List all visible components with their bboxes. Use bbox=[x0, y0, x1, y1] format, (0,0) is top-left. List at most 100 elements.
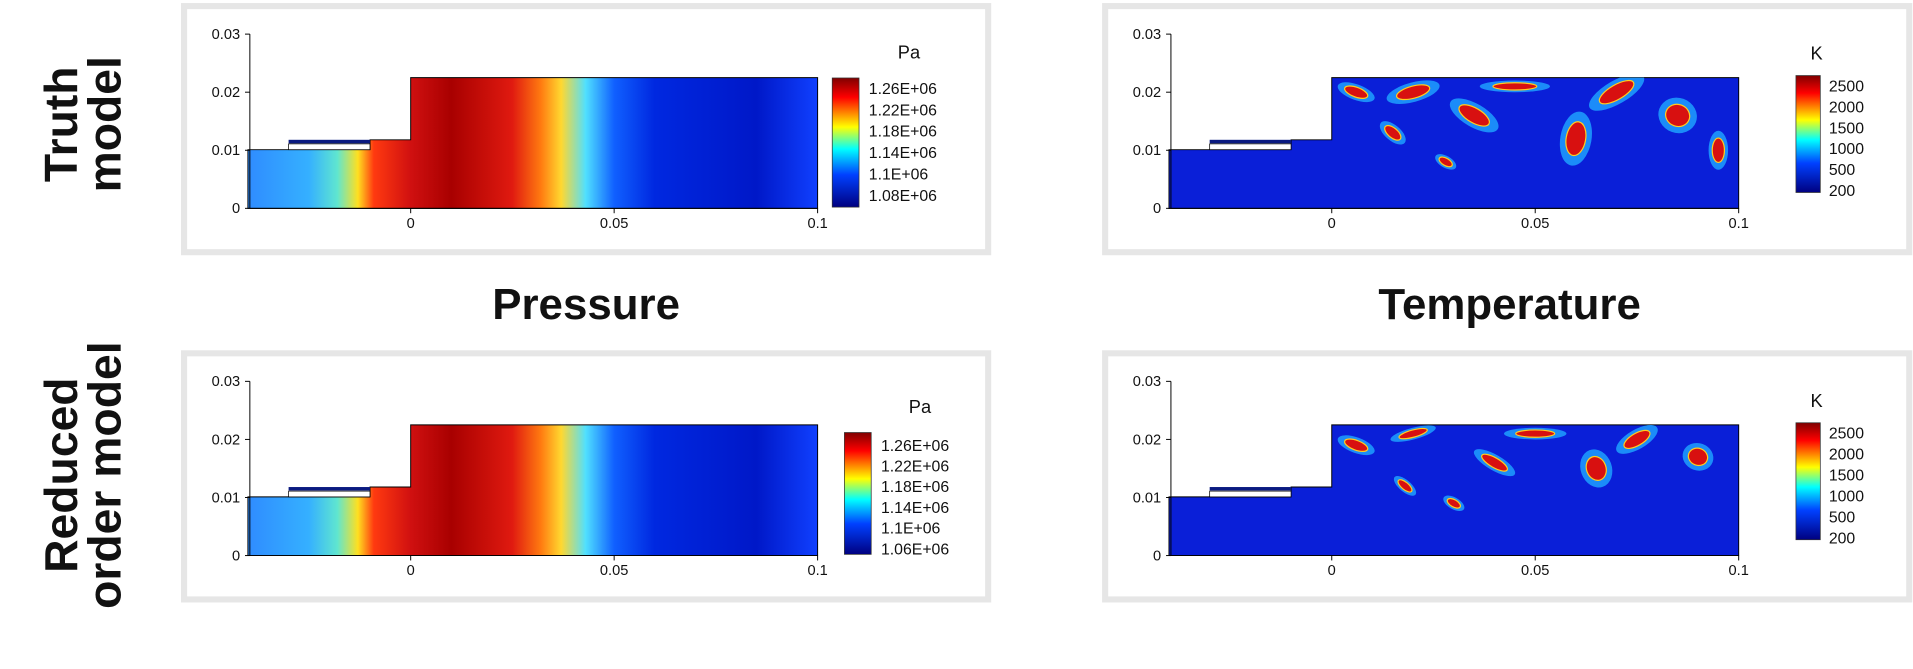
plume bbox=[1585, 455, 1607, 481]
x-tick-label: 0.05 bbox=[600, 216, 628, 232]
y-tick-label: 0 bbox=[232, 201, 240, 217]
colorbar-label: 2000 bbox=[1829, 99, 1864, 116]
plume bbox=[1711, 137, 1726, 164]
y-tick-label: 0 bbox=[232, 548, 240, 564]
colorbar-label: 1.18E+06 bbox=[869, 124, 937, 141]
y-tick-label: 0 bbox=[1153, 201, 1161, 217]
colorbar-label: 1.18E+06 bbox=[881, 479, 949, 496]
plume bbox=[1598, 79, 1635, 105]
plume bbox=[1438, 156, 1453, 168]
injector bbox=[1209, 139, 1292, 144]
y-tick-label: 0.02 bbox=[1133, 432, 1161, 448]
y-tick-label: 0.01 bbox=[212, 490, 240, 506]
x-tick-label: 0.1 bbox=[1729, 563, 1749, 579]
colorbar-label: 200 bbox=[1829, 530, 1856, 547]
colorbar-label: 2000 bbox=[1829, 447, 1864, 464]
plume-group bbox=[1337, 77, 1729, 170]
colorbar-label: 1.1E+06 bbox=[869, 167, 929, 184]
x-tick-label: 0.05 bbox=[600, 563, 628, 579]
plume bbox=[1343, 85, 1369, 99]
y-tick-label: 0.03 bbox=[1133, 374, 1161, 390]
row-label-line: Reduced bbox=[35, 377, 87, 572]
injector-gap bbox=[1209, 143, 1292, 151]
row-label-line: Truth bbox=[35, 66, 87, 182]
y-tick-label: 0.01 bbox=[212, 143, 240, 159]
injector bbox=[1209, 487, 1292, 491]
colorbar-unit: Pa bbox=[898, 41, 921, 62]
colorbar-label: 1.22E+06 bbox=[869, 102, 937, 119]
plume bbox=[1623, 429, 1651, 450]
plume bbox=[1384, 124, 1402, 141]
colorbar-label: 500 bbox=[1829, 162, 1856, 179]
colorbar-label: 1.26E+06 bbox=[869, 81, 937, 98]
x-tick-label: 0.1 bbox=[807, 216, 827, 232]
plume bbox=[1515, 429, 1556, 438]
x-tick-label: 0.1 bbox=[807, 563, 827, 579]
colorbar-label: 1.06E+06 bbox=[881, 541, 949, 558]
y-tick-label: 0.02 bbox=[1133, 85, 1161, 101]
x-tick-label: 0 bbox=[407, 216, 415, 232]
plume bbox=[1664, 103, 1691, 128]
y-tick-label: 0 bbox=[1153, 548, 1161, 564]
injector bbox=[288, 139, 370, 144]
colorbar-label: 1.14E+06 bbox=[881, 500, 949, 517]
panel: 0 0.01 0.02 0.03 0 0.05 0.1 K 2500 2000 1500 1000 50… bbox=[1102, 3, 1913, 256]
y-tick-label: 0.03 bbox=[1133, 27, 1161, 43]
y-tick-label: 0.01 bbox=[1133, 143, 1161, 159]
x-tick-label: 0.05 bbox=[1521, 563, 1549, 579]
colorbar-label: 2500 bbox=[1829, 426, 1864, 443]
panel: 0 0.01 0.02 0.03 0 0.05 0.1 Pa 1.26E+06 1.22E+06 1… bbox=[181, 350, 992, 603]
y-tick-label: 0.02 bbox=[212, 432, 240, 448]
x-tick-label: 0.05 bbox=[1521, 216, 1549, 232]
colorbar-label: 200 bbox=[1829, 183, 1856, 200]
row-label: Truth model bbox=[35, 56, 131, 192]
x-tick-label: 0.1 bbox=[1729, 216, 1749, 232]
colorbar bbox=[1795, 422, 1821, 541]
y-tick-label: 0.03 bbox=[212, 374, 240, 390]
column-title: Temperature bbox=[1378, 280, 1640, 329]
colorbar-label: 1.08E+06 bbox=[869, 188, 937, 205]
injector-gap bbox=[1209, 490, 1292, 498]
row-label: Reduced order model bbox=[35, 341, 131, 608]
plume bbox=[1481, 453, 1509, 472]
colorbar-unit: K bbox=[1811, 390, 1823, 411]
plume bbox=[1395, 84, 1431, 101]
x-tick-label: 0 bbox=[1328, 216, 1336, 232]
plume bbox=[1343, 438, 1369, 453]
row-label-line: model bbox=[79, 56, 131, 192]
plume-group bbox=[1337, 424, 1714, 512]
x-tick-label: 0 bbox=[1328, 563, 1336, 579]
colorbar-unit: K bbox=[1811, 43, 1823, 64]
x-tick-label: 0 bbox=[407, 563, 415, 579]
plume bbox=[1565, 121, 1587, 157]
column-title: Pressure bbox=[492, 280, 680, 329]
colorbar-label: 1000 bbox=[1829, 141, 1864, 158]
colorbar-label: 1.26E+06 bbox=[881, 438, 949, 455]
colorbar-label: 1.22E+06 bbox=[881, 459, 949, 476]
colorbar-label: 1.14E+06 bbox=[869, 145, 937, 162]
plume bbox=[1458, 104, 1491, 127]
plume bbox=[1492, 82, 1538, 91]
colorbar bbox=[1795, 75, 1821, 193]
plume bbox=[1687, 447, 1709, 467]
colorbar bbox=[844, 432, 872, 555]
plume bbox=[1397, 479, 1413, 493]
y-tick-label: 0.02 bbox=[212, 85, 240, 101]
colorbar-label: 1000 bbox=[1829, 488, 1864, 505]
injector-gap bbox=[288, 490, 371, 498]
colorbar-label: 500 bbox=[1829, 509, 1856, 526]
plume bbox=[1398, 427, 1428, 440]
injector-gap bbox=[288, 143, 371, 151]
row-label-line: order model bbox=[79, 341, 131, 608]
y-tick-label: 0.01 bbox=[1133, 490, 1161, 506]
colorbar-unit: Pa bbox=[909, 396, 932, 417]
plume bbox=[1446, 497, 1462, 509]
y-tick-label: 0.03 bbox=[212, 27, 240, 43]
panel: 0 0.01 0.02 0.03 0 0.05 0.1 Pa 1.26E+06 1.22E+06 1… bbox=[181, 3, 992, 256]
colorbar-label: 1500 bbox=[1829, 468, 1864, 485]
colorbar bbox=[831, 77, 860, 208]
colorbar-label: 1500 bbox=[1829, 120, 1864, 137]
injector bbox=[288, 487, 370, 491]
